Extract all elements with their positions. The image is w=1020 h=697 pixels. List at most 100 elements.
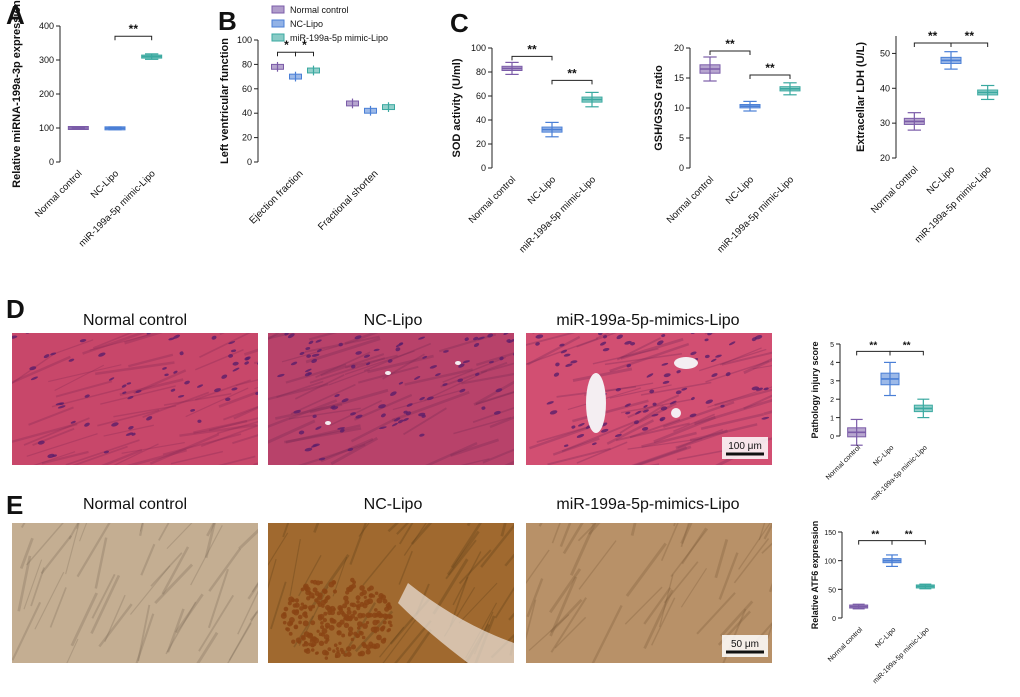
nucleus [230, 349, 237, 353]
fiber-streak [606, 419, 655, 445]
y-tick-label: 100 [39, 123, 54, 133]
fiber-streak [82, 333, 146, 355]
nucleus [125, 432, 134, 436]
fiber-streak [150, 552, 183, 587]
nucleus [761, 416, 770, 420]
nucleus [435, 373, 441, 377]
category-label: NC-Lipo [724, 174, 756, 206]
fiber-streak [629, 418, 681, 439]
nucleus [689, 413, 697, 418]
fiber-streak [635, 402, 677, 425]
fiber-streak [268, 333, 281, 341]
stained-cell [363, 595, 367, 599]
stained-cell [318, 632, 323, 637]
nucleus [660, 406, 668, 411]
fiber-streak [163, 392, 232, 406]
fiber-streak [285, 363, 347, 384]
fiber-streak [128, 353, 174, 368]
fiber-streak [268, 399, 338, 428]
fiber-streak [576, 333, 617, 348]
fiber-streak [207, 568, 229, 629]
fiber-streak [452, 551, 482, 606]
stained-cell [356, 626, 361, 630]
fiber-streak [367, 354, 434, 374]
nucleus [659, 418, 664, 422]
fiber-streak [424, 370, 487, 401]
nucleus [177, 394, 185, 398]
fiber-streak [166, 608, 185, 653]
nucleus [477, 336, 485, 340]
nucleus [305, 346, 311, 351]
nucleus [493, 410, 501, 415]
stained-cell [361, 635, 366, 640]
stained-cell [358, 630, 363, 635]
significance-bracket [858, 540, 893, 545]
fiber-streak [482, 448, 514, 464]
fiber-streak [26, 433, 98, 457]
nucleus [128, 425, 134, 430]
category-label: Normal control [827, 626, 864, 663]
nucleus [402, 417, 409, 422]
significance-marker: ** [905, 530, 913, 541]
tissue-background [12, 523, 258, 663]
fiber-streak [694, 398, 772, 425]
fiber-streak [65, 523, 80, 575]
stained-cell [332, 589, 338, 594]
nucleus [339, 428, 345, 433]
nucleus [755, 387, 763, 391]
nucleus [135, 390, 142, 394]
nucleus [299, 351, 305, 356]
fiber-streak [432, 558, 469, 615]
y-tick-label: 80 [476, 67, 486, 77]
fiber-streak [198, 594, 235, 652]
y-axis-label: Extracellar LDH (U/L) [855, 42, 867, 152]
fiber-streak [142, 391, 210, 419]
legend-swatch [271, 33, 285, 42]
fiber-streak [425, 441, 478, 465]
panel-letter-b: B [218, 6, 237, 36]
stained-cell [311, 604, 316, 609]
nucleus [68, 358, 75, 362]
fiber-streak [450, 523, 482, 569]
fiber-streak [218, 390, 258, 408]
nucleus [98, 352, 106, 357]
stained-cell [351, 583, 357, 589]
stained-cell [341, 612, 346, 617]
fiber-streak [379, 626, 405, 658]
stained-cell [321, 604, 325, 608]
nucleus [458, 363, 465, 368]
y-axis-label: Relative ATF6 expression [810, 521, 820, 630]
stained-cell [380, 594, 387, 600]
y-tick-label: 50 [828, 587, 836, 594]
fiber-streak [460, 458, 490, 465]
nucleus [495, 388, 503, 393]
y-tick-label: 0 [481, 163, 486, 173]
stained-cell [368, 585, 374, 591]
y-tick-label: 20 [674, 43, 684, 53]
fiber-streak [578, 540, 617, 590]
y-tick-label: 40 [242, 108, 252, 118]
fiber-streak [526, 337, 599, 365]
nucleus [55, 402, 63, 406]
nucleus [602, 347, 610, 352]
y-axis-label: GSH/GSSG ratio [653, 65, 665, 151]
stained-cell [352, 610, 357, 615]
nucleus [592, 442, 597, 446]
he-image-mimic: 100 μm [526, 333, 772, 465]
stained-cell [345, 646, 352, 652]
nucleus [351, 364, 356, 369]
fiber-streak [282, 523, 290, 538]
fiber-streak [190, 525, 223, 586]
stained-cell [305, 648, 311, 654]
fiber-streak [453, 416, 512, 435]
fiber-streak [475, 390, 514, 406]
he-image-nc [268, 333, 514, 465]
nucleus [763, 387, 769, 391]
fiber-streak [619, 404, 664, 434]
fiber-streak [660, 523, 679, 561]
fiber-streak [98, 603, 133, 648]
nucleus [473, 336, 479, 341]
y-axis-label: SOD activity (U/ml) [451, 58, 463, 157]
nucleus [691, 397, 695, 401]
fiber-streak [403, 407, 447, 436]
